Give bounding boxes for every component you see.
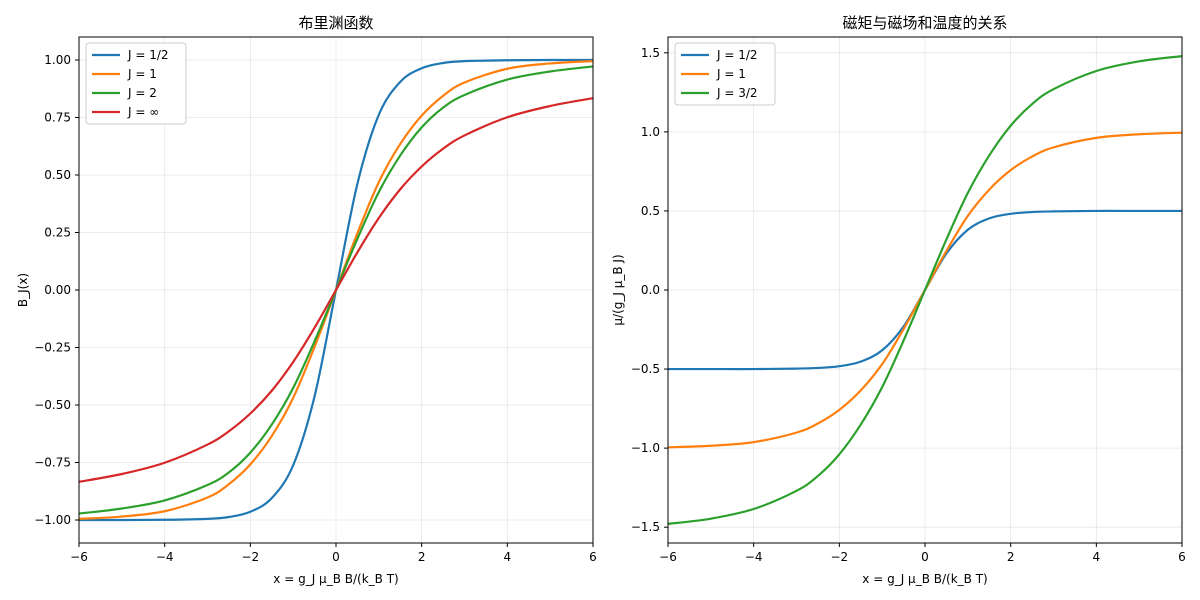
y-tick-label-right: −1.5	[631, 520, 660, 534]
x-tick-label-right: 2	[1007, 550, 1015, 564]
y-tick-label-left: −1.00	[34, 513, 71, 527]
y-tick-label-left: −0.25	[34, 341, 71, 355]
legend-left: J = 1/2 J = 1 J = 2 J = ∞	[85, 42, 187, 125]
y-tick-label-left: 0.50	[44, 168, 71, 182]
x-axis-label-right: x = g_J μ_B B/(k_B T)	[862, 572, 987, 586]
x-tick-label-left: 6	[589, 550, 597, 564]
y-tick-label-left: −0.50	[34, 398, 71, 412]
y-tick-label-left: 0.75	[44, 111, 71, 125]
legend-label-left-2: J = 2	[127, 86, 157, 100]
legend-label-right-0: J = 1/2	[716, 48, 758, 62]
y-tick-label-right: 1.0	[641, 125, 660, 139]
x-tick-label-right: 0	[921, 550, 929, 564]
legend-right: J = 1/2 J = 1 J = 3/2	[674, 42, 776, 106]
y-tick-label-right: −0.5	[631, 362, 660, 376]
x-tick-label-right: −4	[745, 550, 763, 564]
y-axis-label-right: μ/(g_J μ_B J)	[611, 254, 625, 325]
x-tick-label-left: 4	[504, 550, 512, 564]
y-tick-label-left: 0.25	[44, 226, 71, 240]
chart-right: −6 −4 −2 0 2 4 6 −1.5 −1.0 −0.5 0.0 0.5 1.0 1.5 磁矩与磁场…	[611, 14, 1186, 586]
chart-left: −6 −4 −2 0 2 4 6 −1.00 −0.75 −0.50 −0.25 0.00 0.25 0.…	[16, 14, 597, 586]
y-tick-label-left: 0.00	[44, 283, 71, 297]
y-tick-label-left: 1.00	[44, 53, 71, 67]
y-tick-label-right: 0.5	[641, 204, 660, 218]
chart-title-left: 布里渊函数	[298, 14, 373, 32]
chart-title-right: 磁矩与磁场和温度的关系	[842, 14, 1007, 32]
legend-label-left-1: J = 1	[127, 67, 157, 81]
y-tick-label-right: −1.0	[631, 441, 660, 455]
legend-label-right-2: J = 3/2	[716, 86, 758, 100]
series-line-left-3	[78, 97, 594, 483]
y-axis-label-left: B_J(x)	[16, 273, 30, 307]
grid-left	[78, 37, 594, 543]
x-tick-label-right: 4	[1093, 550, 1101, 564]
x-tick-label-left: −6	[70, 550, 88, 564]
legend-frame-right	[674, 42, 776, 106]
x-tick-label-left: −2	[241, 550, 259, 564]
legend-label-left-0: J = 1/2	[127, 48, 169, 62]
series-line-right-2	[667, 55, 1183, 525]
series-right	[667, 55, 1183, 525]
x-tick-label-right: 6	[1178, 550, 1186, 564]
x-tick-label-right: −2	[830, 550, 848, 564]
x-tick-label-left: 0	[332, 550, 340, 564]
x-tick-label-right: −6	[659, 550, 677, 564]
legend-label-left-3: J = ∞	[127, 105, 159, 119]
x-tick-label-left: 2	[418, 550, 426, 564]
y-tick-label-right: 1.5	[641, 46, 660, 60]
legend-frame-left	[85, 42, 187, 125]
ticks-right: −6 −4 −2 0 2 4 6 −1.5 −1.0 −0.5 0.0 0.5 1.0 1.5	[631, 46, 1186, 564]
x-tick-label-left: −4	[156, 550, 174, 564]
y-tick-label-left: −0.75	[34, 456, 71, 470]
legend-label-right-1: J = 1	[716, 67, 746, 81]
series-left	[78, 58, 594, 522]
y-tick-label-right: 0.0	[641, 283, 660, 297]
ticks-left: −6 −4 −2 0 2 4 6 −1.00 −0.75 −0.50 −0.25 0.00 0.25 0.…	[34, 53, 597, 564]
x-axis-label-left: x = g_J μ_B B/(k_B T)	[273, 572, 398, 586]
